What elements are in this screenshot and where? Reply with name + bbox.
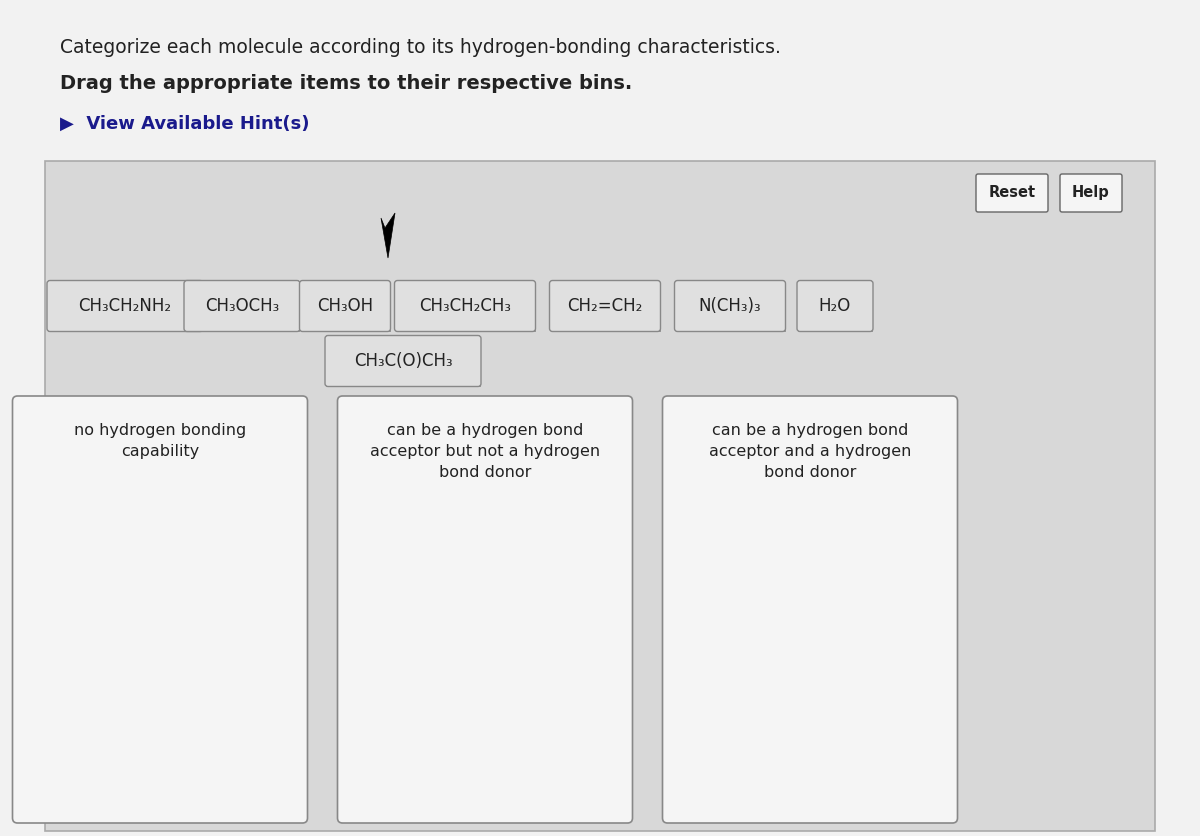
FancyBboxPatch shape xyxy=(976,174,1048,212)
FancyBboxPatch shape xyxy=(674,281,786,332)
Text: CH₂=CH₂: CH₂=CH₂ xyxy=(568,297,643,315)
FancyBboxPatch shape xyxy=(395,281,535,332)
Bar xyxy=(680,288,786,333)
Text: Help: Help xyxy=(1072,186,1110,201)
FancyBboxPatch shape xyxy=(550,281,660,332)
Text: no hydrogen bonding
capability: no hydrogen bonding capability xyxy=(74,423,246,459)
FancyBboxPatch shape xyxy=(337,396,632,823)
FancyBboxPatch shape xyxy=(797,281,874,332)
Text: Drag the appropriate items to their respective bins.: Drag the appropriate items to their resp… xyxy=(60,74,632,94)
Text: Reset: Reset xyxy=(989,186,1036,201)
Text: H₂O: H₂O xyxy=(818,297,851,315)
Bar xyxy=(803,288,872,333)
FancyBboxPatch shape xyxy=(184,281,300,332)
Text: N(CH₃)₃: N(CH₃)₃ xyxy=(698,297,761,315)
Text: can be a hydrogen bond
acceptor and a hydrogen
bond donor: can be a hydrogen bond acceptor and a hy… xyxy=(709,423,911,480)
Bar xyxy=(190,288,300,333)
Bar xyxy=(331,343,481,388)
Text: Categorize each molecule according to its hydrogen-bonding characteristics.: Categorize each molecule according to it… xyxy=(60,38,781,58)
FancyBboxPatch shape xyxy=(662,396,958,823)
FancyBboxPatch shape xyxy=(1060,174,1122,212)
Bar xyxy=(401,288,535,333)
FancyBboxPatch shape xyxy=(12,396,307,823)
Text: CH₃C(O)CH₃: CH₃C(O)CH₃ xyxy=(354,352,452,370)
Text: CH₃CH₂CH₃: CH₃CH₂CH₃ xyxy=(419,297,511,315)
Bar xyxy=(556,288,660,333)
Polygon shape xyxy=(382,213,395,258)
Bar xyxy=(53,288,203,333)
FancyBboxPatch shape xyxy=(47,281,203,332)
Bar xyxy=(46,161,1154,831)
Bar xyxy=(306,288,390,333)
FancyBboxPatch shape xyxy=(300,281,390,332)
Text: CH₃CH₂NH₂: CH₃CH₂NH₂ xyxy=(78,297,172,315)
Text: CH₃OH: CH₃OH xyxy=(317,297,373,315)
Text: can be a hydrogen bond
acceptor but not a hydrogen
bond donor: can be a hydrogen bond acceptor but not … xyxy=(370,423,600,480)
Text: ▶  View Available Hint(s): ▶ View Available Hint(s) xyxy=(60,115,310,133)
Text: CH₃OCH₃: CH₃OCH₃ xyxy=(205,297,280,315)
FancyBboxPatch shape xyxy=(325,335,481,386)
